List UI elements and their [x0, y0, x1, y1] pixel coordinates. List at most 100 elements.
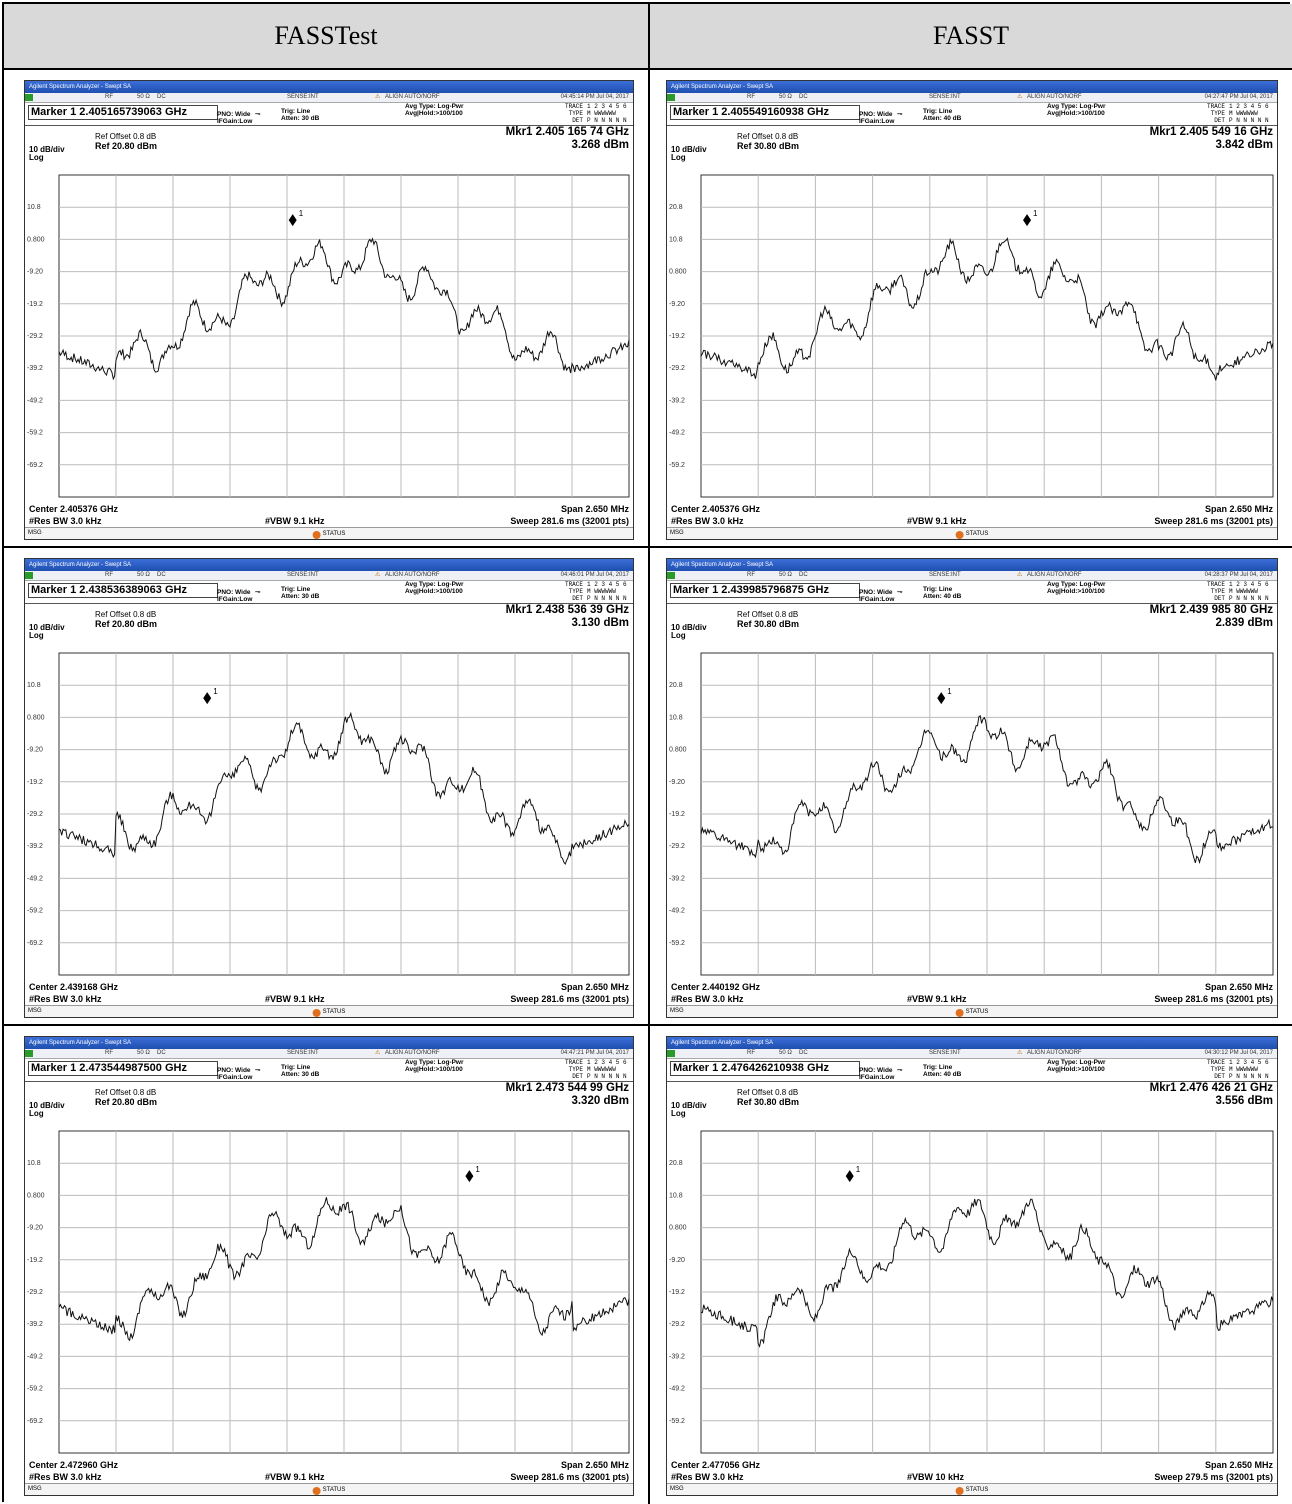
mkr1-freq: Mkr1 2.439 985 80 GHz [1149, 604, 1273, 616]
spectrum-analyzer-window: Agilent Spectrum Analyzer - Swept SA RF … [666, 1036, 1278, 1496]
marker-readout[interactable]: Marker 1 2.438536389063 GHz [28, 583, 218, 598]
mkr1-freq: Mkr1 2.405 549 16 GHz [1149, 126, 1273, 138]
center-freq: Center 2.477056 GHz [671, 1460, 761, 1470]
y-tick-label: -29.2 [669, 365, 685, 372]
marker-diamond-icon[interactable] [937, 692, 946, 705]
marker-diamond-icon[interactable] [203, 692, 212, 705]
y-tick-label: -39.2 [27, 1321, 43, 1328]
trig: Trig: Line [923, 108, 953, 115]
alignment-warning-icon: ⚠ [375, 94, 381, 100]
status-button[interactable]: STATUS [955, 1485, 988, 1495]
y-tick-label: -39.2 [669, 875, 685, 882]
avg-type: Avg Type: Log-Pwr [405, 103, 464, 110]
marker-readout[interactable]: Marker 1 2.405165739063 GHz [28, 105, 218, 120]
y-tick-label: -69.2 [27, 940, 43, 947]
alignment-warning-icon: ⚠ [375, 1050, 381, 1056]
alignment-warning-icon: ⚠ [1017, 572, 1023, 578]
y-tick-label: -49.2 [669, 908, 685, 915]
y-tick-label: -9.20 [669, 779, 685, 786]
y-tick-label: 10.8 [669, 714, 683, 721]
mkr1-freq: Mkr1 2.405 165 74 GHz [505, 126, 629, 138]
ifgain: IFGain:Low [859, 1074, 895, 1081]
ref-level: Ref 30.80 dBm [737, 619, 800, 629]
status-button[interactable]: STATUS [312, 1007, 345, 1017]
res-bw: #Res BW 3.0 kHz [671, 516, 744, 526]
timestamp: 04:47:21 PM Jul 04, 2017 [560, 1050, 629, 1056]
spectrum-analyzer-window: Agilent Spectrum Analyzer - Swept SA RF … [24, 1036, 634, 1496]
vbw: #VBW 9.1 kHz [907, 994, 967, 1004]
vbw: #VBW 10 kHz [907, 1472, 965, 1482]
trace-labels: TRACE TYPE DET [564, 103, 583, 124]
marker-readout[interactable]: Marker 1 2.476426210938 GHz [670, 1061, 860, 1076]
spectrum-trace [700, 1198, 1274, 1348]
marker-number: 1 [947, 687, 952, 696]
marker-diamond-icon[interactable] [1023, 214, 1032, 227]
vbw: #VBW 9.1 kHz [265, 516, 325, 526]
trig: Trig: Line [923, 1064, 953, 1071]
spectrum-plot: 20.8 10.8 0.800 -9.20 -19.2 -29.2 -39.2 -49.2 -5… [669, 174, 1274, 498]
cell-r1r: Agilent Spectrum Analyzer - Swept SA RF … [650, 70, 1292, 548]
pno: PNO: Wide [859, 111, 893, 118]
status-icon [955, 530, 964, 539]
trig-icon: ⇁ [897, 589, 903, 596]
ifgain: IFGain:Low [859, 118, 895, 125]
marker-diamond-icon[interactable] [288, 214, 297, 227]
marker-readout[interactable]: Marker 1 2.473544987500 GHz [28, 1061, 218, 1076]
y-tick-label: -59.2 [669, 462, 685, 469]
res-bw: #Res BW 3.0 kHz [29, 1472, 102, 1482]
status-button[interactable]: STATUS [955, 529, 988, 539]
y-tick-label: 0.800 [669, 269, 687, 276]
marker-number: 1 [475, 1165, 480, 1174]
y-tick-label: -19.2 [669, 1289, 685, 1296]
y-tick-label: 10.8 [27, 682, 41, 689]
header-fasst: FASST [650, 4, 1292, 70]
cell-r1l: Agilent Spectrum Analyzer - Swept SA RF … [4, 70, 650, 548]
trig: Trig: Line [923, 586, 953, 593]
mkr1-value: 3.320 dBm [571, 1095, 629, 1107]
scale: 10 dB/div [29, 1101, 65, 1110]
message-bar: MSG STATUS [25, 1005, 633, 1017]
trace-labels: TRACE TYPE DET [1206, 103, 1225, 124]
marker-readout[interactable]: Marker 1 2.439985796875 GHz [670, 583, 860, 598]
status-button[interactable]: STATUS [955, 1007, 988, 1017]
message-bar: MSG STATUS [667, 1483, 1277, 1495]
sweep: Sweep 281.6 ms (32001 pts) [510, 994, 629, 1004]
marker-diamond-icon[interactable] [465, 1170, 474, 1183]
ref-level: Ref 20.80 dBm [95, 1097, 158, 1107]
spectrum-trace [700, 237, 1274, 381]
scale: 10 dB/div [29, 145, 65, 154]
ref-offset: Ref Offset 0.8 dB [737, 132, 799, 141]
avg-type: Avg Type: Log-Pwr [1047, 103, 1106, 110]
ref-level: Ref 30.80 dBm [737, 1097, 800, 1107]
msg-label: MSG [28, 530, 42, 536]
marker-readout[interactable]: Marker 1 2.405549160938 GHz [670, 105, 860, 120]
status-button[interactable]: STATUS [312, 529, 345, 539]
mkr1-freq: Mkr1 2.438 536 39 GHz [505, 604, 629, 616]
ref-offset: Ref Offset 0.8 dB [95, 1088, 157, 1097]
y-tick-label: 20.8 [669, 204, 683, 211]
marker-diamond-icon[interactable] [845, 1170, 854, 1183]
cell-r3r: Agilent Spectrum Analyzer - Swept SA RF … [650, 1026, 1292, 1504]
y-tick-label: 10.8 [669, 236, 683, 243]
msg-label: MSG [28, 1008, 42, 1014]
lxi-indicator-icon [25, 1050, 33, 1057]
y-tick-label: -59.2 [27, 1386, 43, 1393]
pno: PNO: Wide [217, 111, 251, 118]
y-tick-label: 10.8 [27, 204, 41, 211]
status-row: RF 50 Ω DC SENSE:INT ⚠ ALIGN AUTO/NORF 0… [25, 93, 633, 103]
msg-label: MSG [28, 1486, 42, 1492]
mkr1-freq: Mkr1 2.473 544 99 GHz [505, 1082, 629, 1094]
y-tick-label: -69.2 [27, 1418, 43, 1425]
y-tick-label: 10.8 [27, 1160, 41, 1167]
trig-icon: ⇁ [897, 1067, 903, 1074]
y-tick-label: -19.2 [27, 779, 43, 786]
y-tick-label: -19.2 [669, 811, 685, 818]
marker-number: 1 [299, 209, 304, 218]
pno: PNO: Wide [217, 1067, 251, 1074]
timestamp: 04:46:01 PM Jul 04, 2017 [560, 572, 629, 578]
mkr1-value: 3.268 dBm [571, 139, 629, 151]
status-button[interactable]: STATUS [312, 1485, 345, 1495]
lxi-indicator-icon [25, 572, 33, 579]
status-icon [312, 1486, 321, 1495]
